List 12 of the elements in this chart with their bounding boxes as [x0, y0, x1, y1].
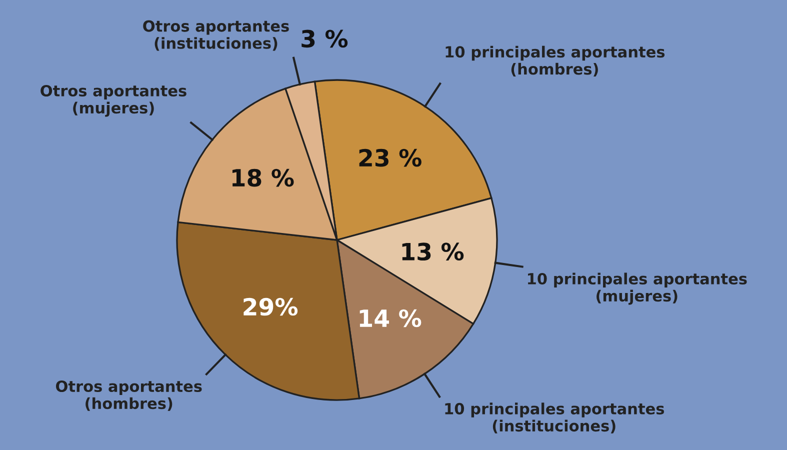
- data-label: 29%: [244, 298, 298, 316]
- slice-label: 10 principales aportantes (instituciones): [445, 402, 664, 434]
- data-label: 18 %: [232, 168, 294, 187]
- slice-label: Otros aportantes (instituciones): [143, 20, 289, 51]
- slice-label: Otros aportantes (hombres): [56, 380, 202, 411]
- data-label: 23 %: [359, 148, 422, 167]
- data-label: 13 %: [402, 242, 464, 261]
- slice-label: 10 principales aportantes (hombres): [446, 46, 665, 77]
- data-label: 14 %: [360, 309, 422, 328]
- slice-label: 10 principales aportantes (mujeres): [528, 272, 747, 305]
- data-label: 3 %: [302, 30, 348, 48]
- slice-label: Otros aportantes (mujeres): [40, 84, 186, 117]
